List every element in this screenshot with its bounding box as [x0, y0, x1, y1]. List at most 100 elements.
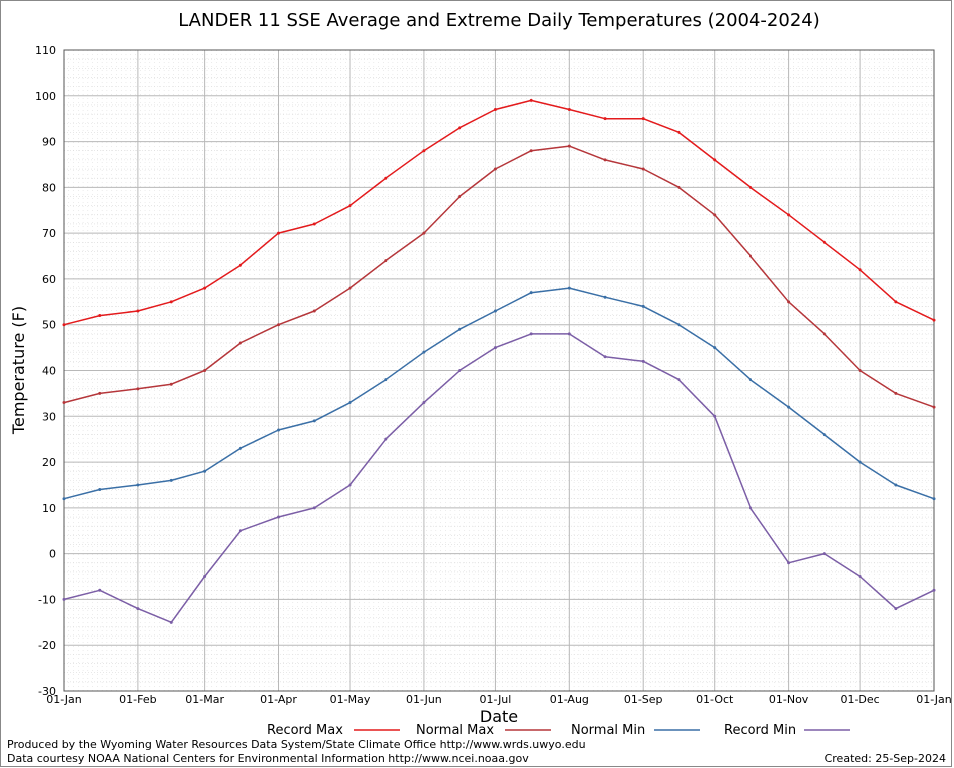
data-point-record-min [384, 437, 388, 441]
data-point-record-max [203, 286, 207, 290]
data-point-normal-max [567, 144, 571, 148]
data-point-normal-max [312, 309, 316, 313]
data-point-normal-min [136, 483, 140, 487]
legend-label-normal-min: Normal Min [571, 723, 645, 738]
data-point-record-min [567, 332, 571, 336]
data-point-normal-min [98, 488, 102, 492]
data-point-record-min [98, 588, 102, 592]
data-point-record-max [136, 309, 140, 313]
data-point-normal-min [277, 428, 281, 432]
data-point-normal-max [136, 387, 140, 391]
x-tick-label: 01-Apr [260, 693, 297, 706]
data-point-record-min [787, 561, 791, 565]
data-point-record-max [822, 240, 826, 244]
data-point-record-min [493, 346, 497, 350]
data-point-record-min [529, 332, 533, 336]
data-point-record-min [136, 607, 140, 611]
y-tick-label: 20 [42, 456, 56, 469]
data-point-record-min [748, 506, 752, 510]
data-point-record-min [169, 620, 173, 624]
y-tick-labels: -30 -20 -10 0 10 20 30 40 50 60 70 80 90 100 110 [35, 44, 56, 698]
data-point-record-max [932, 318, 936, 322]
plot-frame [63, 49, 935, 692]
y-tick-label: 10 [42, 502, 56, 515]
data-point-record-min [641, 359, 645, 363]
data-point-normal-min [348, 401, 352, 405]
data-point-normal-max [493, 167, 497, 171]
legend: Record Max Normal Max Normal Min Record … [267, 723, 850, 738]
y-tick-label: 40 [42, 365, 56, 378]
data-point-record-max [677, 130, 681, 134]
data-point-record-min [713, 414, 717, 418]
x-tick-label: 01-May [330, 693, 371, 706]
data-point-record-min [203, 575, 207, 579]
data-point-record-max [713, 158, 717, 162]
data-point-normal-min [677, 323, 681, 327]
y-tick-label: 80 [42, 181, 56, 194]
data-point-normal-max [858, 369, 862, 372]
chart-title: LANDER 11 SSE Average and Extreme Daily … [178, 10, 820, 31]
x-tick-labels: 01-Jan 01-Feb 01-Mar 01-Apr 01-May 01-Jun 01-J… [46, 693, 952, 706]
data-point-record-min [422, 401, 426, 405]
data-point-record-min [822, 552, 826, 556]
data-point-normal-max [238, 341, 242, 345]
x-tick-label: 01-Nov [769, 693, 809, 706]
data-point-record-max [62, 323, 66, 327]
footer-created: Created: 25-Sep-2024 [825, 752, 946, 765]
data-point-normal-min [529, 291, 533, 295]
data-point-record-min [677, 378, 681, 382]
data-point-record-min [348, 483, 352, 487]
y-tick-label: 110 [35, 44, 56, 57]
x-tick-label: 01-Jan [916, 693, 952, 706]
data-point-normal-max [422, 231, 426, 235]
data-point-normal-min [641, 304, 645, 308]
data-point-normal-min [787, 405, 791, 409]
legend-label-record-min: Record Min [724, 723, 796, 738]
y-tick-label: 0 [49, 548, 56, 561]
data-point-normal-max [348, 286, 352, 290]
data-point-record-max [238, 263, 242, 267]
footer-produced-by: Produced by the Wyoming Water Resources … [7, 738, 586, 751]
data-point-normal-min [603, 295, 607, 299]
data-point-record-max [384, 176, 388, 180]
data-point-normal-max [62, 401, 66, 405]
data-point-normal-max [713, 213, 717, 217]
data-point-record-max [169, 300, 173, 304]
data-point-normal-min [312, 419, 316, 423]
x-tick-label: 01-Jan [46, 693, 82, 706]
y-tick-label: -10 [38, 593, 56, 606]
data-point-normal-min [203, 469, 207, 473]
legend-label-normal-max: Normal Max [416, 723, 494, 738]
data-point-record-max [348, 204, 352, 208]
data-point-normal-max [384, 259, 388, 263]
series-group [62, 98, 936, 624]
footer-data-courtesy: Data courtesy NOAA National Centers for … [7, 752, 529, 765]
data-point-record-min [894, 607, 898, 611]
data-point-record-min [62, 597, 66, 601]
data-point-normal-min [932, 497, 936, 501]
data-point-record-min [312, 506, 316, 510]
data-point-normal-min [62, 497, 66, 501]
data-point-record-max [748, 185, 752, 189]
data-point-record-max [603, 117, 607, 121]
x-tick-label: 01-Feb [119, 693, 156, 706]
data-point-normal-max [458, 195, 462, 199]
data-point-normal-min [822, 433, 826, 437]
data-point-normal-max [603, 158, 607, 162]
data-point-record-max [422, 149, 426, 153]
major-grid [63, 49, 935, 692]
x-tick-label: 01-Mar [185, 693, 224, 706]
data-point-normal-min [894, 483, 898, 487]
data-point-normal-min [169, 478, 173, 482]
y-tick-label: 70 [42, 227, 56, 240]
data-point-record-max [529, 98, 533, 102]
data-point-normal-max [169, 382, 173, 386]
data-point-normal-max [748, 254, 752, 258]
y-tick-label: -30 [38, 685, 56, 698]
data-point-record-max [641, 117, 645, 121]
data-point-normal-max [894, 391, 898, 395]
data-point-normal-min [493, 309, 497, 313]
data-point-normal-min [748, 378, 752, 382]
